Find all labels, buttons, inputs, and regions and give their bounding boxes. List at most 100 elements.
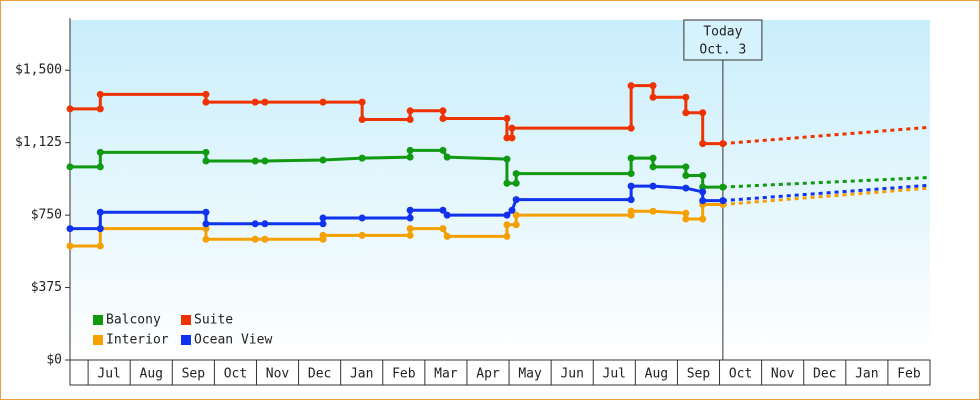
point (682, 209, 690, 217)
point (202, 90, 210, 98)
point (439, 206, 447, 214)
point (251, 98, 259, 106)
forecast-line (722, 125, 931, 146)
x-tick-label: Jul (603, 367, 626, 382)
point (261, 235, 269, 243)
point (503, 115, 511, 123)
point (439, 146, 447, 154)
y-tick-label: $1,125 (15, 135, 62, 150)
point (66, 225, 74, 233)
point (358, 154, 366, 162)
x-tick-label: Jan (855, 367, 878, 382)
x-tick-label: Oct (729, 367, 752, 382)
point (319, 214, 327, 222)
point (202, 208, 210, 216)
forecast-line (722, 175, 931, 189)
point (261, 220, 269, 228)
point (96, 148, 104, 156)
point (503, 134, 511, 142)
x-axis-box (69, 359, 931, 386)
point (406, 214, 414, 222)
point (512, 196, 520, 204)
point (319, 98, 327, 106)
point (251, 220, 259, 228)
point (503, 155, 511, 163)
legend-label: Ocean View (194, 333, 272, 348)
point (699, 183, 707, 191)
point (251, 157, 259, 165)
point (319, 231, 327, 239)
point (699, 215, 707, 223)
point (699, 109, 707, 117)
x-tick-label: Sep (182, 367, 206, 382)
point (406, 146, 414, 154)
point (627, 170, 635, 178)
point (439, 115, 447, 123)
point (503, 179, 511, 187)
point (699, 172, 707, 180)
point (627, 154, 635, 162)
plot-area (70, 20, 930, 360)
point (627, 207, 635, 215)
point (508, 124, 516, 132)
y-tick-label: $750 (31, 208, 62, 223)
point (96, 163, 104, 171)
point (649, 93, 657, 101)
point (649, 163, 657, 171)
x-tick-label: Jul (97, 367, 120, 382)
point (358, 115, 366, 123)
point (96, 90, 104, 98)
series-line (70, 148, 723, 189)
today-label: Today (703, 25, 742, 40)
x-tick-label: Aug (645, 367, 668, 382)
legend-label: Interior (106, 333, 169, 348)
forecast-line (722, 186, 931, 206)
point (699, 197, 707, 205)
point (406, 107, 414, 115)
point (682, 172, 690, 180)
point (512, 179, 520, 187)
point (96, 105, 104, 113)
x-tick-label: Nov (771, 367, 795, 382)
point (319, 220, 327, 228)
x-tick-label: Aug (140, 367, 163, 382)
point (699, 140, 707, 148)
point (682, 184, 690, 192)
series-line (70, 202, 723, 248)
x-tick-label: Dec (813, 367, 836, 382)
point (66, 105, 74, 113)
point (627, 82, 635, 90)
x-tick-label: Sep (687, 367, 711, 382)
point (512, 211, 520, 219)
point (682, 215, 690, 223)
forecast-line (722, 183, 931, 203)
point (202, 220, 210, 228)
point (406, 115, 414, 123)
point (649, 207, 657, 215)
point (319, 156, 327, 164)
x-tick-label: May (518, 367, 542, 382)
today-box (683, 19, 763, 61)
point (627, 124, 635, 132)
point (406, 206, 414, 214)
point (503, 221, 511, 229)
legend-label: Suite (194, 313, 233, 328)
point (649, 182, 657, 190)
point (512, 221, 520, 229)
point (251, 235, 259, 243)
x-tick-label: Mar (434, 367, 458, 382)
x-tick-label: Oct (224, 367, 247, 382)
legend-label: Balcony (106, 313, 161, 328)
point (261, 157, 269, 165)
point (719, 183, 727, 191)
point (503, 232, 511, 240)
point (406, 231, 414, 239)
legend-swatch (93, 315, 103, 325)
point (261, 98, 269, 106)
point (202, 157, 210, 165)
point (202, 235, 210, 243)
point (699, 188, 707, 196)
legend-swatch (93, 335, 103, 345)
point (649, 82, 657, 90)
